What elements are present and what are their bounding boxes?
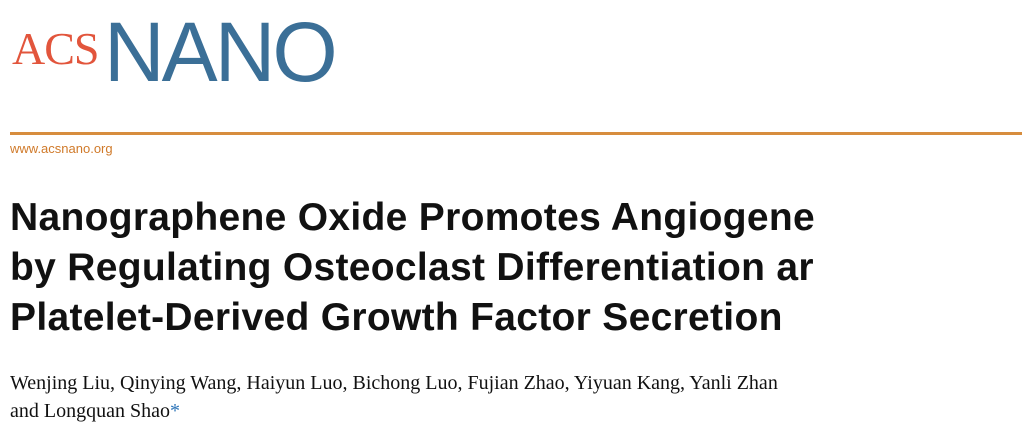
title-line: Nanographene Oxide Promotes Angiogene [10,196,815,239]
logo-nano: NANO [104,5,338,99]
title-line: Platelet-Derived Growth Factor Secretion [10,296,783,339]
journal-url[interactable]: www.acsnano.org [10,141,113,156]
header-rule [10,132,1022,135]
logo-acs: ACS [12,23,99,74]
author-line: Wenjing Liu, Qinying Wang, Haiyun Luo, B… [10,372,778,394]
corresponding-marker[interactable]: * [169,400,180,422]
title-line: by Regulating Osteoclast Differentiation… [10,246,814,289]
author-line: and Longquan Shao [10,400,170,422]
author-line-wrap: and Longquan Shao* [10,400,180,423]
